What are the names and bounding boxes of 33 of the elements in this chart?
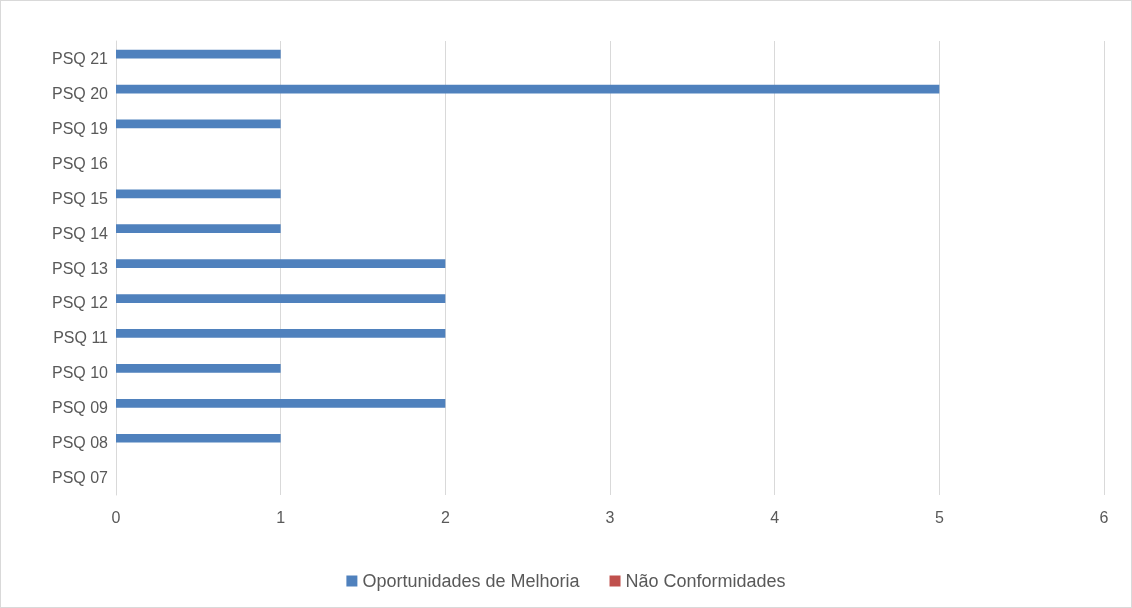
bar [116, 49, 281, 59]
y-tick-label: PSQ 12 [51, 294, 109, 312]
bar [116, 189, 281, 199]
y-tick-label: PSQ 20 [51, 84, 109, 102]
y-tick-label: PSQ 11 [53, 329, 109, 347]
y-tick-label: PSQ 16 [51, 154, 109, 172]
legend-label: Não Conformidades [625, 571, 786, 591]
bar [116, 364, 281, 373]
y-tick-label: PSQ 21 [51, 49, 109, 67]
x-tick-label: 2 [440, 508, 450, 526]
bar [116, 433, 281, 443]
bar [116, 398, 446, 408]
bar [116, 224, 281, 234]
legend-label: Oportunidades de Melhoria [362, 571, 581, 591]
bar [116, 259, 446, 268]
x-tick-label: 4 [770, 508, 780, 526]
x-tick-label: 0 [111, 508, 121, 526]
bar [116, 119, 281, 129]
bar [116, 84, 940, 94]
y-tick-label: PSQ 19 [51, 119, 109, 137]
x-tick-label: 1 [276, 508, 286, 526]
y-tick-label: PSQ 08 [51, 434, 109, 452]
y-tick-label: PSQ 09 [51, 399, 109, 417]
y-tick-label: PSQ 07 [51, 469, 109, 487]
x-tick-label: 5 [934, 508, 944, 526]
x-tick-label: 6 [1099, 508, 1109, 526]
y-tick-label: PSQ 15 [51, 189, 109, 207]
y-tick-label: PSQ 14 [51, 224, 109, 242]
bar [116, 329, 446, 338]
y-tick-label: PSQ 13 [51, 259, 109, 277]
bar [116, 294, 446, 303]
x-tick-label: 3 [605, 508, 615, 526]
y-tick-label: PSQ 10 [51, 364, 109, 382]
